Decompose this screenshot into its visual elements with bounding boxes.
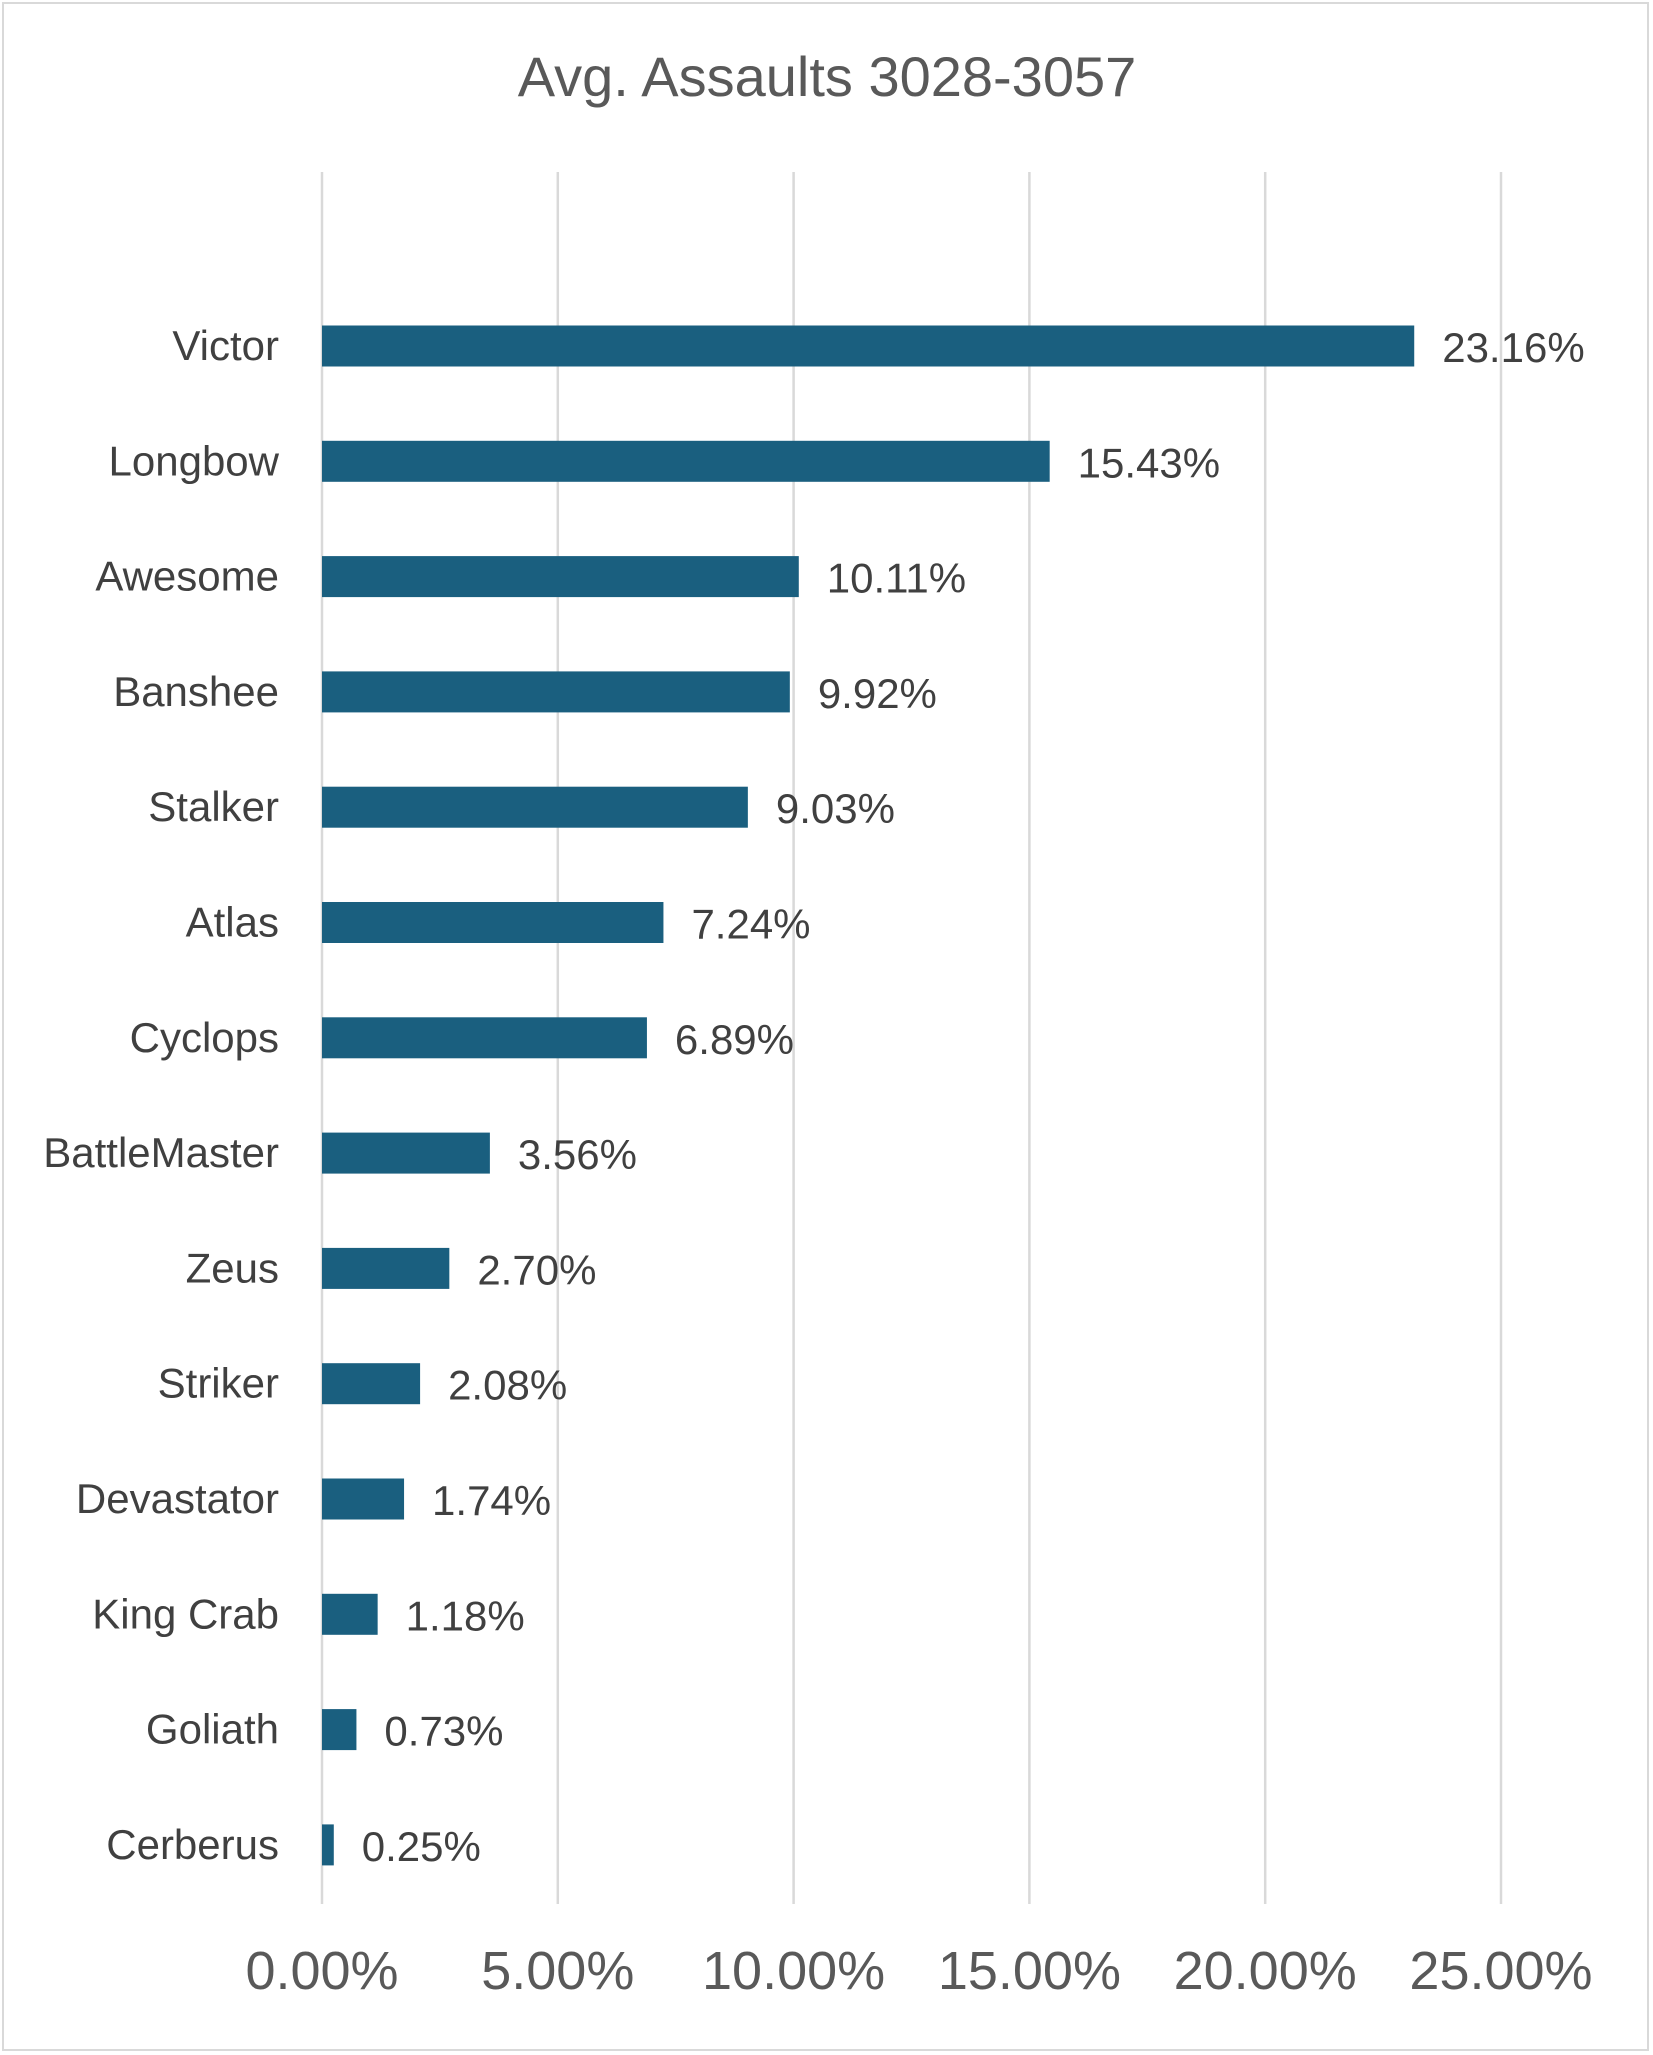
x-tick-label: 0.00% [245, 1941, 398, 2001]
category-label: Devastator [76, 1475, 279, 1522]
bar [322, 556, 799, 598]
data-label: 10.11% [827, 555, 966, 602]
category-label: Atlas [186, 899, 279, 946]
data-label: 2.08% [448, 1362, 567, 1409]
data-label: 1.74% [432, 1477, 551, 1524]
x-tick-label: 25.00% [1409, 1941, 1592, 2001]
category-label: Victor [172, 322, 279, 369]
data-label: 15.43% [1078, 439, 1220, 486]
category-label: Goliath [146, 1706, 279, 1753]
data-label: 6.89% [675, 1016, 794, 1063]
category-label: Cerberus [106, 1821, 279, 1868]
category-label: Cyclops [130, 1014, 279, 1061]
category-label: Striker [158, 1360, 279, 1407]
category-label: Longbow [109, 437, 280, 484]
category-label: Awesome [95, 553, 279, 600]
category-label: BattleMaster [43, 1129, 279, 1176]
bar [322, 440, 1050, 482]
data-label: 23.16% [1442, 324, 1584, 371]
data-label: 2.70% [477, 1246, 596, 1293]
bar [322, 1824, 334, 1866]
x-tick-label: 15.00% [938, 1941, 1121, 2001]
bars [322, 325, 1415, 1866]
category-label: Stalker [148, 783, 279, 830]
bar [322, 1017, 647, 1059]
category-label: Zeus [186, 1244, 279, 1291]
data-label: 9.03% [776, 785, 895, 832]
x-tick-label: 20.00% [1174, 1941, 1357, 2001]
data-label: 3.56% [518, 1131, 637, 1178]
data-label: 7.24% [691, 901, 810, 948]
data-label: 9.92% [818, 670, 937, 717]
bar [322, 786, 748, 828]
bar [322, 1132, 490, 1174]
category-labels: Victor Longbow Awesome Banshee Stalker Atlas C… [43, 322, 279, 1868]
bar [322, 325, 1415, 367]
category-label: King Crab [92, 1590, 279, 1637]
x-tick-label: 10.00% [702, 1941, 885, 2001]
bar [322, 902, 664, 943]
chart-title: Avg. Assaults 3028-3057 [518, 45, 1137, 108]
category-label: Banshee [113, 668, 279, 715]
data-label: 1.18% [406, 1592, 525, 1639]
data-labels: 23.16% 15.43% 10.11% 9.92% 9.03% 7.24% 6.89% 3.… [362, 324, 1585, 1870]
bar [322, 1247, 450, 1289]
bar [322, 1363, 421, 1405]
bar [322, 1593, 378, 1635]
bar [322, 1709, 357, 1751]
bar [322, 671, 790, 713]
data-label: 0.25% [362, 1823, 481, 1870]
data-label: 0.73% [384, 1708, 503, 1755]
bar-chart: Avg. Assaults 3028-3057 Victor Longbow Awe… [43, 45, 1592, 2001]
bar [322, 1478, 405, 1520]
x-tick-label: 5.00% [481, 1941, 634, 2001]
x-axis-tick-labels: 0.00% 5.00% 10.00% 15.00% 20.00% 25.00% [245, 1941, 1592, 2001]
